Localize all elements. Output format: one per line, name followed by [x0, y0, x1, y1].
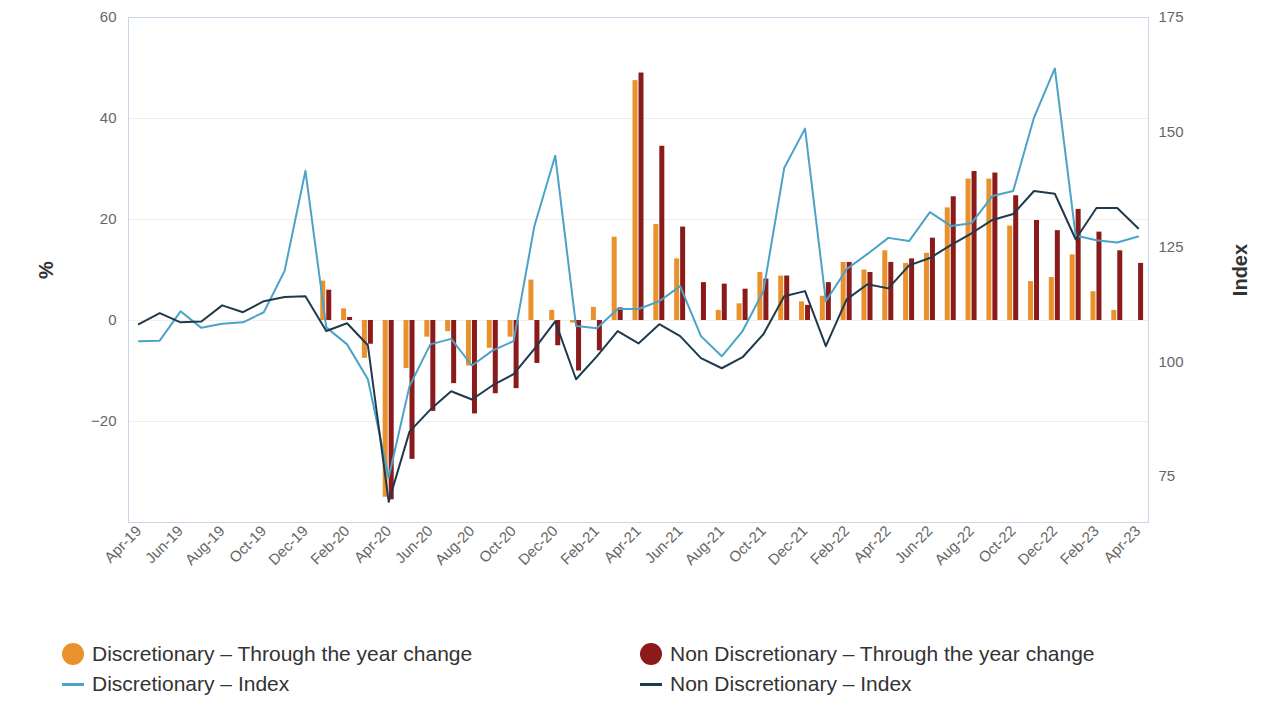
svg-text:Aug-20: Aug-20 — [431, 522, 477, 568]
svg-text:Dec-19: Dec-19 — [265, 522, 311, 568]
svg-text:100: 100 — [1159, 353, 1184, 370]
html-text:Discretionary – Through the ye: Discretionary – Through the year change — [92, 642, 473, 665]
svg-text:Aug-19: Aug-19 — [181, 522, 227, 568]
svg-text:60: 60 — [100, 8, 117, 25]
html-text:Non Discretionary – Index: Non Discretionary – Index — [670, 672, 912, 695]
svg-text:Aug-21: Aug-21 — [681, 522, 727, 568]
svg-text:Dec-20: Dec-20 — [515, 522, 561, 568]
svg-text:175: 175 — [1159, 8, 1184, 25]
svg-text:Oct-22: Oct-22 — [975, 522, 1019, 566]
svg-text:Oct-21: Oct-21 — [725, 522, 769, 566]
svg-text:Oct-19: Oct-19 — [225, 522, 269, 566]
svg-text:Apr-19: Apr-19 — [101, 522, 145, 566]
svg-text:Feb-23: Feb-23 — [1056, 522, 1102, 568]
svg-text:Jun-19: Jun-19 — [142, 522, 186, 566]
svg-text:Dec-21: Dec-21 — [764, 522, 810, 568]
svg-text:Apr-20: Apr-20 — [350, 522, 394, 566]
svg-text:0: 0 — [108, 311, 116, 328]
svg-text:20: 20 — [100, 210, 117, 227]
svg-text:Feb-20: Feb-20 — [307, 522, 353, 568]
svg-text:Jun-22: Jun-22 — [891, 522, 935, 566]
svg-text:Jun-20: Jun-20 — [391, 522, 435, 566]
svg-text:Feb-21: Feb-21 — [557, 522, 603, 568]
svg-text:125: 125 — [1159, 238, 1184, 255]
svg-text:−20: −20 — [91, 412, 116, 429]
html-text:Discretionary – Index: Discretionary – Index — [92, 672, 290, 695]
svg-text:Apr-23: Apr-23 — [1100, 522, 1144, 566]
svg-text:Feb-22: Feb-22 — [807, 522, 853, 568]
svg-text:Apr-21: Apr-21 — [600, 522, 644, 566]
svg-text:Apr-22: Apr-22 — [850, 522, 894, 566]
svg-text:Dec-22: Dec-22 — [1014, 522, 1060, 568]
svg-text:40: 40 — [100, 109, 117, 126]
svg-text:Oct-20: Oct-20 — [475, 522, 519, 566]
svg-text:Aug-22: Aug-22 — [931, 522, 977, 568]
svg-text:Jun-21: Jun-21 — [641, 522, 685, 566]
svg-text:150: 150 — [1159, 123, 1184, 140]
svg-text:Index: Index — [1229, 244, 1251, 296]
svg-text:%: % — [35, 261, 57, 279]
html-text:Non Discretionary – Through th: Non Discretionary – Through the year cha… — [670, 642, 1095, 665]
svg-text:75: 75 — [1159, 467, 1176, 484]
